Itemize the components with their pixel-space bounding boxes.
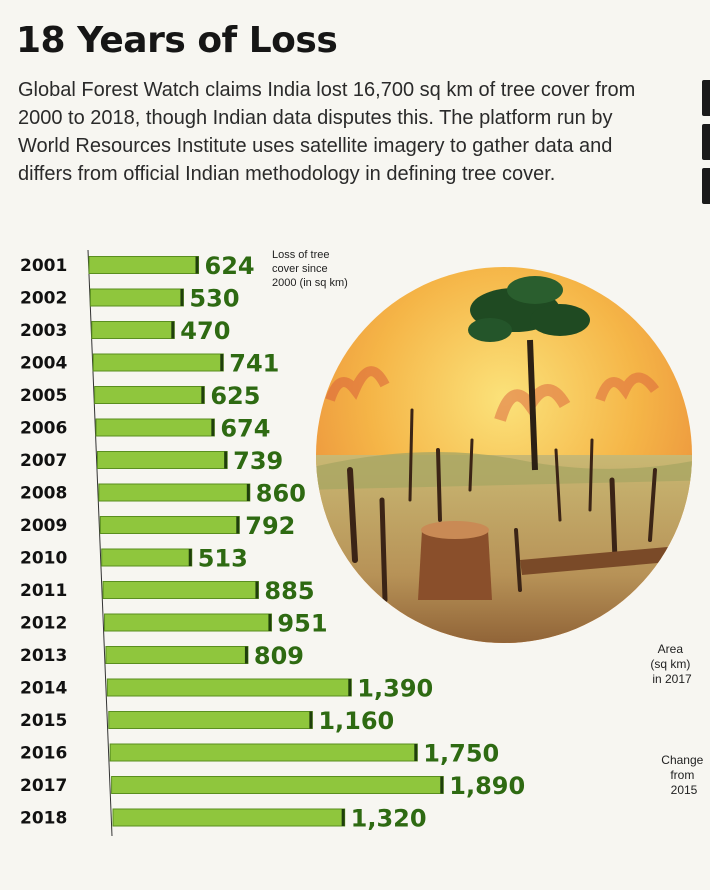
bar-2013 bbox=[105, 646, 249, 664]
change-note-line-2: from bbox=[670, 768, 694, 782]
bar-end-2013 bbox=[244, 646, 248, 664]
value-label-2002: 530 bbox=[189, 285, 239, 313]
value-label-2007: 739 bbox=[233, 447, 283, 475]
value-label-2016: 1,750 bbox=[423, 740, 499, 768]
bar-end-2005 bbox=[201, 386, 205, 404]
bar-2009 bbox=[99, 516, 240, 534]
area-note-line-3: in 2017 bbox=[652, 672, 692, 686]
area-note-line-2: (sq km) bbox=[650, 657, 690, 671]
year-label-2011: 2011 bbox=[20, 581, 67, 601]
page-title: 18 Years of Loss bbox=[16, 20, 338, 61]
value-label-2012: 951 bbox=[277, 610, 327, 638]
bar-end-2006 bbox=[211, 419, 215, 436]
unit-note: Loss of tree cover since 2000 (in sq km) bbox=[272, 249, 348, 289]
bar-2004 bbox=[92, 353, 224, 372]
year-label-2012: 2012 bbox=[20, 614, 67, 634]
value-label-2005: 625 bbox=[210, 382, 260, 410]
bar-2018 bbox=[112, 808, 346, 827]
value-label-2013: 809 bbox=[254, 642, 304, 670]
year-label-2017: 2017 bbox=[20, 776, 67, 796]
year-label-2008: 2008 bbox=[20, 484, 67, 504]
value-label-2008: 860 bbox=[256, 480, 306, 508]
value-label-2006: 674 bbox=[220, 415, 270, 443]
bar-end-2018 bbox=[341, 809, 345, 826]
bar-2011 bbox=[102, 581, 259, 599]
area-note: Area (sq km) in 2017 bbox=[650, 642, 693, 686]
value-label-2018: 1,320 bbox=[351, 805, 427, 833]
bar-end-2017 bbox=[440, 776, 444, 794]
bar-end-2012 bbox=[268, 614, 272, 631]
bar-2010 bbox=[101, 548, 193, 567]
change-note: Change from 2015 bbox=[661, 753, 706, 797]
area-note-line-1: Area bbox=[658, 642, 684, 656]
bar-2008 bbox=[98, 483, 251, 502]
value-label-2003: 470 bbox=[180, 317, 230, 345]
value-label-2011: 885 bbox=[264, 577, 314, 605]
value-label-2001: 624 bbox=[205, 252, 255, 280]
bar-end-2008 bbox=[246, 484, 250, 501]
value-label-2015: 1,160 bbox=[318, 707, 394, 735]
bar-end-2001 bbox=[195, 256, 199, 274]
value-label-2017: 1,890 bbox=[449, 772, 525, 800]
bar-end-2004 bbox=[220, 354, 224, 371]
deforestation-illustration bbox=[316, 267, 692, 643]
bar-2005 bbox=[94, 386, 205, 404]
year-label-2010: 2010 bbox=[20, 549, 67, 569]
year-label-2003: 2003 bbox=[20, 321, 67, 341]
unit-note-line-1: Loss of tree bbox=[272, 249, 329, 261]
bar-2002 bbox=[89, 288, 184, 307]
bar-end-2002 bbox=[180, 289, 184, 306]
bar-end-2010 bbox=[188, 549, 192, 566]
bar-2003 bbox=[91, 321, 175, 339]
year-label-2002: 2002 bbox=[20, 289, 67, 309]
change-note-line-1: Change bbox=[661, 753, 703, 767]
bar-end-2007 bbox=[224, 451, 228, 469]
value-label-2014: 1,390 bbox=[357, 675, 433, 703]
year-label-2015: 2015 bbox=[20, 711, 67, 731]
value-label-2009: 792 bbox=[245, 512, 295, 540]
year-label-2009: 2009 bbox=[20, 516, 67, 536]
year-label-2005: 2005 bbox=[20, 386, 67, 406]
bar-2014 bbox=[106, 678, 352, 697]
bar-end-2016 bbox=[414, 744, 418, 761]
bar-end-2003 bbox=[171, 321, 175, 339]
unit-note-line-2: cover since bbox=[272, 263, 328, 275]
year-label-2007: 2007 bbox=[20, 451, 67, 471]
bar-2007 bbox=[96, 451, 228, 469]
bar-2015 bbox=[108, 711, 313, 729]
year-label-2004: 2004 bbox=[20, 354, 67, 374]
change-note-line-3: 2015 bbox=[671, 783, 698, 797]
intro-text: Global Forest Watch claims India lost 16… bbox=[18, 79, 636, 185]
year-label-2013: 2013 bbox=[20, 646, 67, 666]
bar-end-2011 bbox=[255, 581, 259, 599]
bar-end-2015 bbox=[309, 711, 313, 729]
bar-2016 bbox=[109, 743, 418, 762]
bars: 2001 624 2002 530 2003 470 2004 741 2005 625 2006 6… bbox=[20, 252, 525, 833]
year-label-2006: 2006 bbox=[20, 419, 67, 439]
bar-2001 bbox=[88, 256, 200, 274]
chart-axis bbox=[87, 249, 113, 837]
bar-2012 bbox=[104, 613, 272, 632]
bar-end-2014 bbox=[348, 679, 352, 696]
year-label-2016: 2016 bbox=[20, 744, 67, 764]
value-label-2004: 741 bbox=[229, 350, 279, 378]
year-label-2018: 2018 bbox=[20, 809, 67, 829]
unit-note-line-3: 2000 (in sq km) bbox=[272, 277, 348, 289]
year-label-2001: 2001 bbox=[20, 256, 67, 276]
value-label-2010: 513 bbox=[198, 545, 248, 573]
adjacent-article-edge bbox=[700, 80, 710, 220]
bar-end-2009 bbox=[236, 516, 240, 534]
year-label-2014: 2014 bbox=[20, 679, 67, 699]
bar-2006 bbox=[95, 418, 215, 437]
bar-2017 bbox=[111, 776, 444, 794]
